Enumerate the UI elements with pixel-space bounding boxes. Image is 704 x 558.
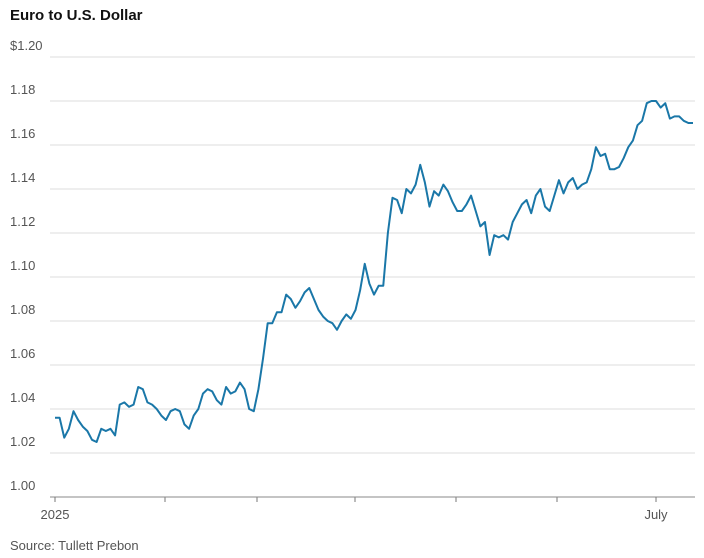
x-tick-label: 2025 [41, 507, 70, 522]
x-ticks [164, 497, 558, 502]
x-tick-label: July [644, 507, 668, 522]
y-tick-label: 1.12 [10, 214, 35, 229]
y-tick-label: 1.00 [10, 478, 35, 493]
source: Source: Tullett Prebon [10, 538, 139, 553]
y-tick-label: 1.18 [10, 82, 35, 97]
y-tick-label: 1.04 [10, 390, 35, 405]
y-tick-label: 1.08 [10, 302, 35, 317]
line [55, 100, 693, 443]
y-tick-label: 1.14 [10, 170, 35, 185]
chart-title: Euro to U.S. Dollar [10, 7, 143, 24]
y-tick-label: 1.06 [10, 346, 35, 361]
y-tick-label: 1.16 [10, 126, 35, 141]
y-tick-label: $1.20 [10, 38, 43, 53]
y-tick-label: 1.02 [10, 434, 35, 449]
y-tick-label: 1.10 [10, 258, 35, 273]
